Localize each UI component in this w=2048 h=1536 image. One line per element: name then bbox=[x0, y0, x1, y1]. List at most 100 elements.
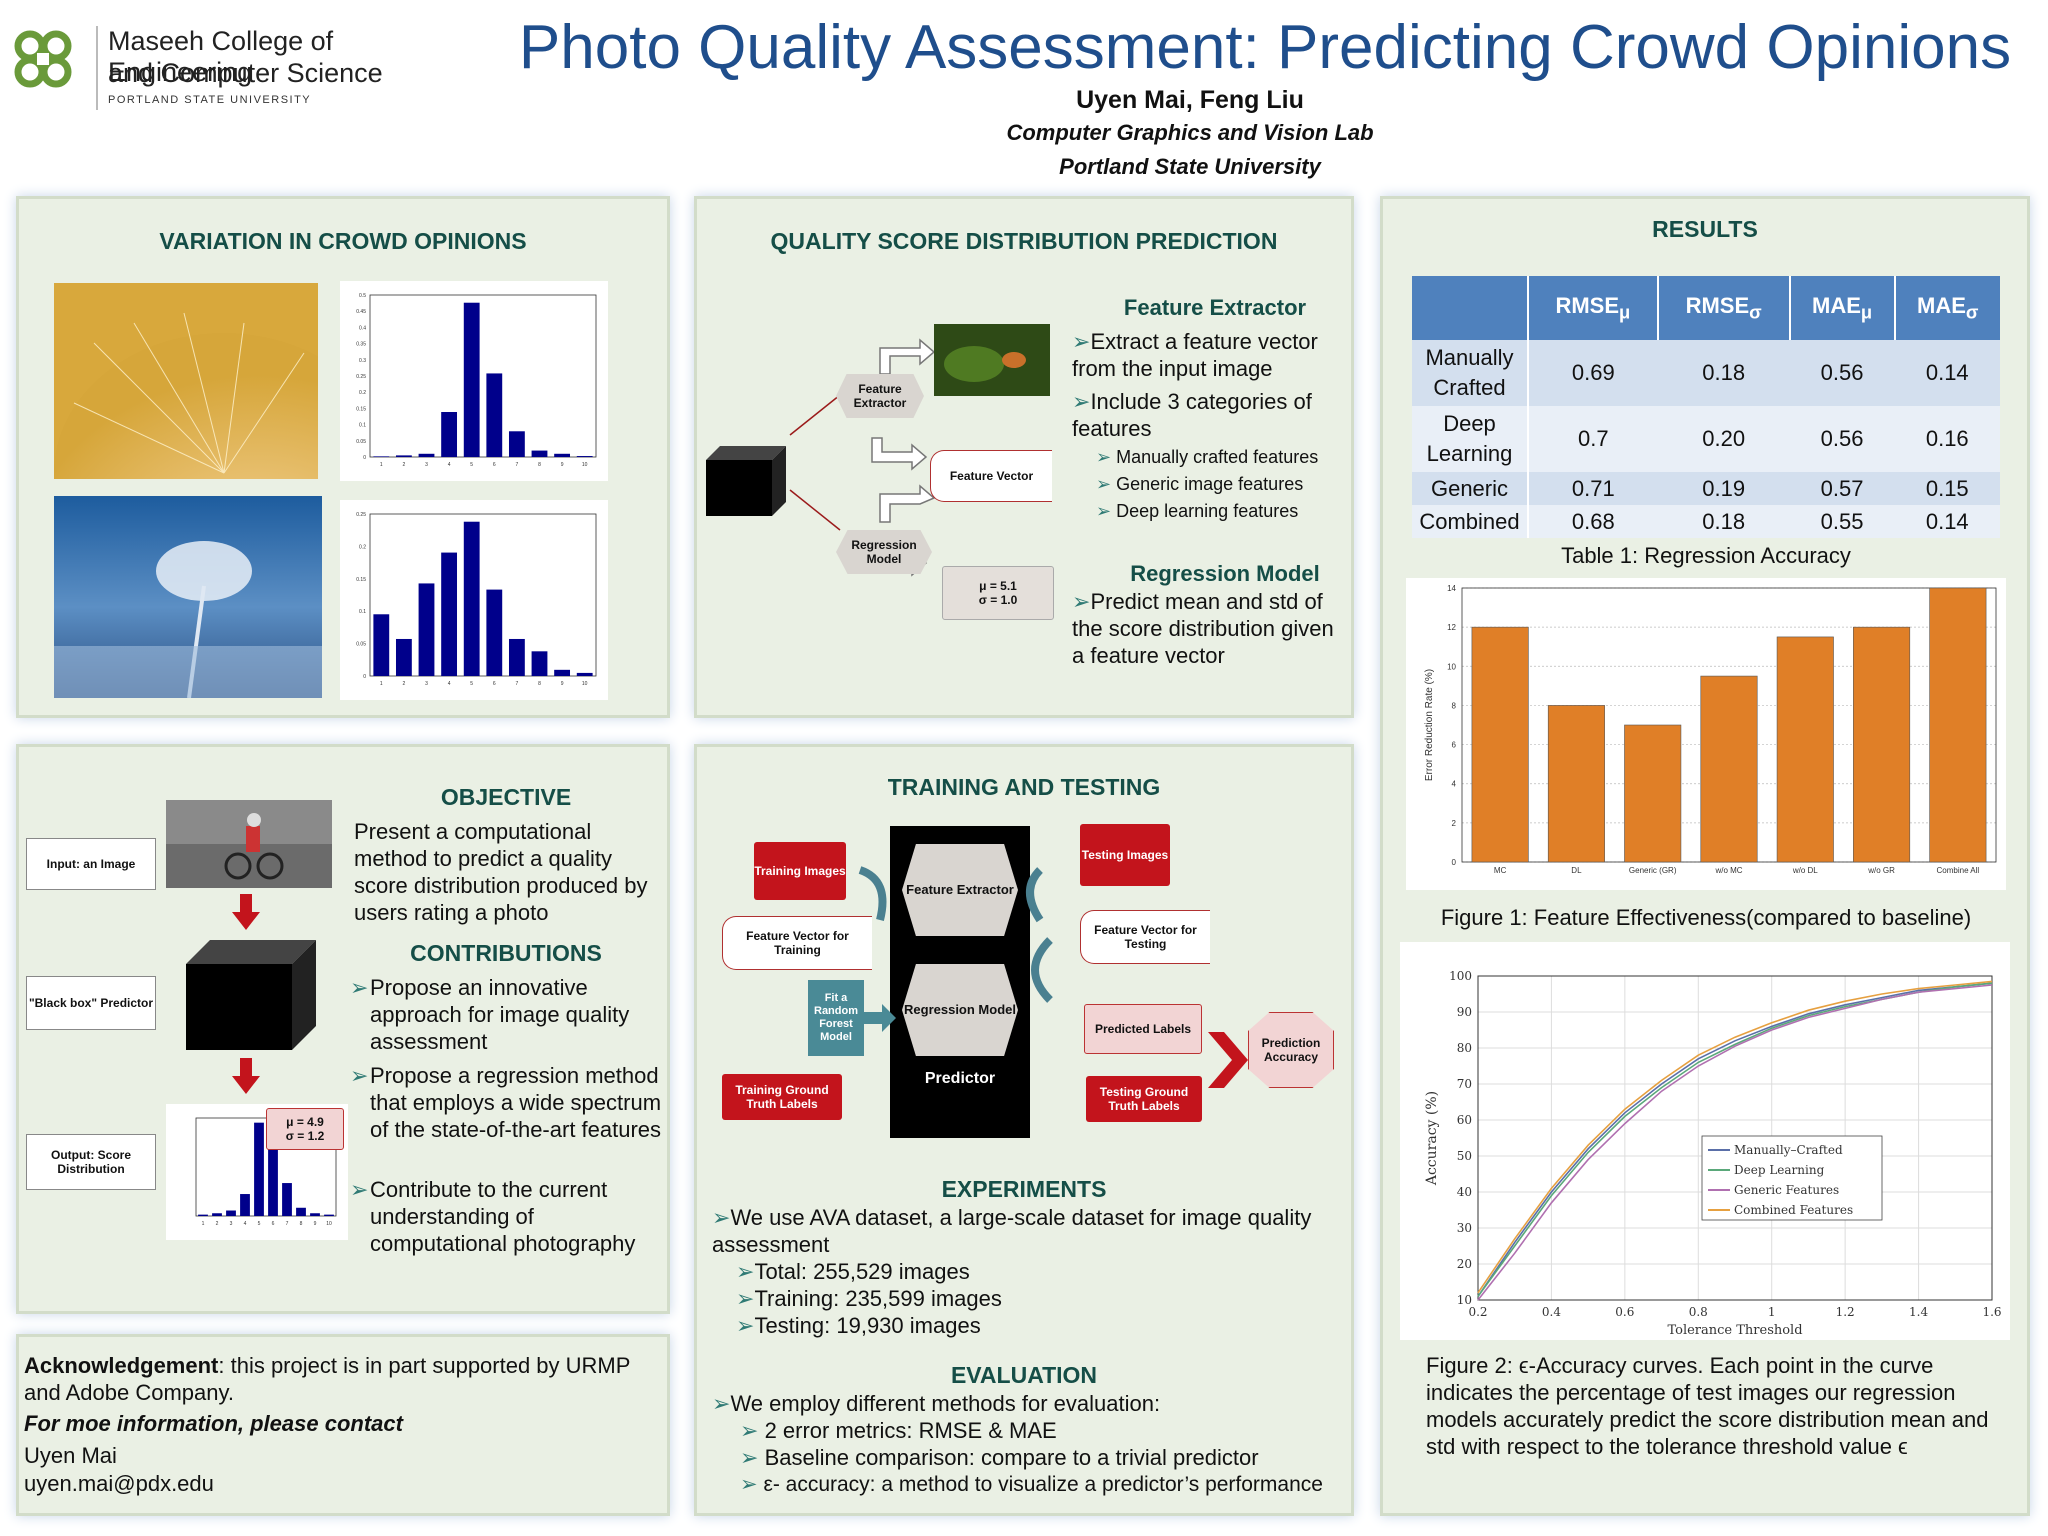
x-tick-label: 7 bbox=[516, 681, 519, 687]
x-tick-label: Generic (GR) bbox=[1629, 866, 1677, 875]
legend-label: Manually–Crafted bbox=[1734, 1143, 1843, 1157]
variation-title: VARIATION IN CROWD OPINIONS bbox=[159, 228, 527, 254]
bar bbox=[1776, 636, 1834, 863]
y-tick-label: 90 bbox=[1457, 1005, 1472, 1019]
x-tick-label: 8 bbox=[300, 1221, 303, 1227]
training-gt-box: Training Ground Truth Labels bbox=[722, 1074, 842, 1120]
x-tick-label: 1.2 bbox=[1836, 1305, 1855, 1319]
table-row: Generic 0.71 0.19 0.57 0.15 bbox=[1412, 472, 2000, 505]
x-tick-label: 5 bbox=[470, 681, 473, 687]
y-tick-label: 0 bbox=[1452, 858, 1457, 867]
th-rmse-mu: RMSEμ bbox=[1528, 276, 1659, 340]
y-tick-label: 60 bbox=[1457, 1113, 1472, 1127]
y-tick-label: 0.2 bbox=[359, 544, 366, 550]
tt-feature-extractor: Feature Extractor bbox=[902, 844, 1018, 936]
bar bbox=[1929, 587, 1987, 863]
prediction-accuracy-box: Prediction Accuracy bbox=[1248, 1012, 1334, 1088]
x-tick-label: 7 bbox=[286, 1221, 289, 1227]
bar bbox=[1471, 626, 1529, 863]
y-tick-label: 14 bbox=[1447, 584, 1456, 593]
hist-bar bbox=[282, 1183, 292, 1216]
x-tick-label: 3 bbox=[425, 462, 428, 468]
hist-bar bbox=[554, 669, 571, 676]
testing-images-box: Testing Images bbox=[1080, 824, 1170, 886]
flower-photo bbox=[54, 496, 322, 698]
x-tick-label: w/o MC bbox=[1714, 866, 1742, 875]
y-tick-label: 0.1 bbox=[359, 423, 366, 429]
feature-vector-node: Feature Vector bbox=[930, 450, 1052, 502]
y-tick-label: 70 bbox=[1457, 1077, 1472, 1091]
hist-bar bbox=[395, 638, 412, 676]
contributions-heading: CONTRIBUTIONS bbox=[410, 940, 602, 966]
biker-photo bbox=[166, 800, 332, 888]
objective-prediction-box: μ = 4.9 σ = 1.2 bbox=[266, 1108, 344, 1150]
down-arrow-icon bbox=[232, 1058, 260, 1094]
hist-bar bbox=[395, 455, 412, 457]
hist-bar bbox=[441, 552, 458, 676]
down-arrow-icon bbox=[232, 894, 260, 930]
qsd-prediction-box: μ = 5.1 σ = 1.0 bbox=[942, 566, 1054, 620]
evaluation-item: ➢ ε- accuracy: a method to visualize a p… bbox=[740, 1473, 1323, 1496]
lab-name: Computer Graphics and Vision Lab bbox=[1006, 120, 1374, 145]
x-tick-label: w/o DL bbox=[1792, 866, 1818, 875]
output-histogram: 1 2 3 4 5 6 7 8 9 10 bbox=[166, 1104, 348, 1240]
x-tick-label: 8 bbox=[538, 681, 541, 687]
hist-bar bbox=[486, 589, 503, 676]
x-tick-label: 2 bbox=[403, 681, 406, 687]
hist-bar bbox=[441, 412, 458, 457]
fe-bullet-2: ➢Include 3 categories of features bbox=[1072, 389, 1312, 441]
x-tick-label: 10 bbox=[582, 681, 588, 687]
input-label-box: Input: an Image bbox=[26, 838, 156, 890]
y-tick-label: 20 bbox=[1457, 1257, 1472, 1271]
x-tick-label: 1 bbox=[380, 462, 383, 468]
legend-label: Deep Learning bbox=[1734, 1163, 1825, 1177]
fit-model-box: Fit a Random Forest Model bbox=[808, 980, 864, 1056]
x-tick-label: DL bbox=[1571, 866, 1582, 875]
y-tick-label: 0.05 bbox=[356, 642, 366, 648]
hist-bar bbox=[418, 583, 435, 676]
y-axis-label: Error Reduction Rate (%) bbox=[1424, 669, 1435, 781]
evaluation-text: ➢We employ different methods for evaluat… bbox=[712, 1391, 1161, 1416]
x-tick-label: 6 bbox=[493, 462, 496, 468]
blackbox-predictor-icon bbox=[186, 940, 316, 1050]
y-tick-label: 6 bbox=[1452, 741, 1457, 750]
legend-label: Combined Features bbox=[1734, 1203, 1853, 1217]
contact-email[interactable]: uyen.mai@pdx.edu bbox=[24, 1471, 214, 1496]
fv-testing-box: Feature Vector for Testing bbox=[1080, 910, 1210, 964]
x-tick-label: 5 bbox=[258, 1221, 261, 1227]
y-tick-label: 0 bbox=[363, 674, 366, 680]
series-line bbox=[1477, 984, 1993, 1301]
fe-bullet-1: ➢Extract a feature vector from the input… bbox=[1072, 329, 1318, 381]
blackbox-label-box: "Black box" Predictor bbox=[26, 976, 156, 1030]
experiment-item: ➢Training: 235,599 images bbox=[736, 1286, 1002, 1311]
y-tick-label: 40 bbox=[1457, 1185, 1472, 1199]
experiment-item: ➢Testing: 19,930 images bbox=[736, 1313, 981, 1338]
chart-frame bbox=[1477, 975, 1993, 1301]
objective-mu: μ = 4.9 bbox=[286, 1115, 324, 1129]
y-tick-label: 0.1 bbox=[359, 609, 366, 615]
poster-title: Photo Quality Assessment: Predicting Cro… bbox=[518, 13, 2012, 82]
y-tick-label: 8 bbox=[1452, 701, 1457, 710]
cactus-photo bbox=[54, 283, 318, 479]
butterfly-photo bbox=[934, 324, 1050, 396]
results-table: RMSEμ RMSEσ MAEμ MAEσ Manually Crafted 0.… bbox=[1412, 276, 2000, 538]
x-tick-label: 1.4 bbox=[1909, 1305, 1928, 1319]
x-tick-label: w/o GR bbox=[1867, 866, 1895, 875]
y-tick-label: 0.05 bbox=[356, 439, 366, 445]
hist-bar bbox=[508, 431, 525, 457]
logo-divider bbox=[96, 26, 98, 110]
hist-bar bbox=[463, 521, 480, 676]
contribution-item: ➢ Propose an innovative approach for imag… bbox=[350, 975, 630, 1054]
training-title: TRAINING AND TESTING bbox=[887, 774, 1161, 800]
hist-bar bbox=[268, 1133, 278, 1216]
feature-extractor-node: Feature Extractor bbox=[836, 374, 924, 418]
blackbox-icon bbox=[706, 446, 786, 516]
th-mae-mu: MAEμ bbox=[1789, 276, 1896, 340]
hist-bar bbox=[576, 672, 593, 676]
contribution-item: ➢ Propose a regression method that employ… bbox=[350, 1063, 662, 1142]
evaluation-item: ➢ 2 error metrics: RMSE & MAE bbox=[740, 1418, 1057, 1443]
fe-sub-2: ➢ Generic image features bbox=[1096, 474, 1304, 494]
ack-text: Acknowledgement: this project is in part… bbox=[24, 1353, 631, 1405]
fv-training-box: Feature Vector for Training bbox=[722, 916, 872, 970]
training-images-box: Training Images bbox=[754, 842, 846, 900]
